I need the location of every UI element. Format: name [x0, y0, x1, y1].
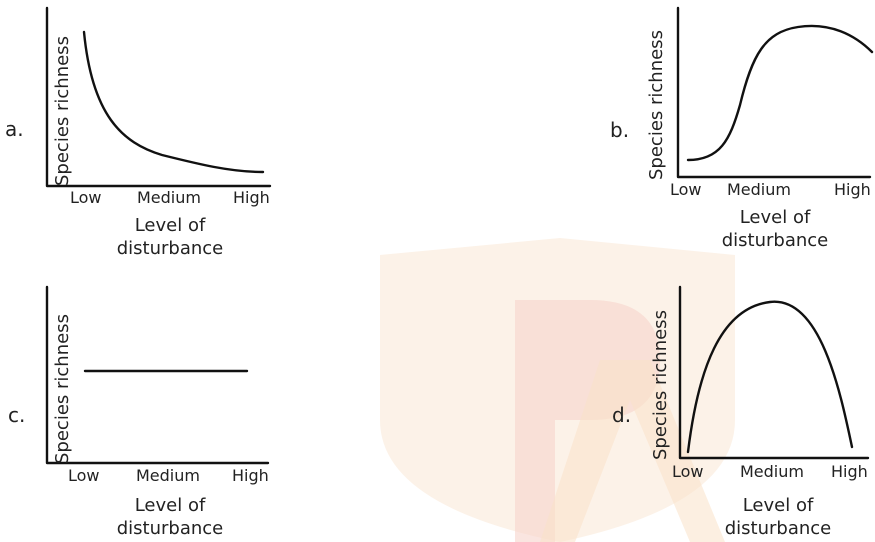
graph-b-curve: [686, 24, 874, 162]
panel-b-tick-low: Low: [670, 180, 702, 199]
panel-d-x-axis-label: Level of disturbance: [708, 494, 848, 540]
panel-c-x-axis-label: Level of disturbance: [100, 494, 240, 540]
panel-d-tick-low: Low: [672, 462, 704, 481]
graph-b-axes: [676, 6, 872, 179]
panel-c-tick-high: High: [232, 466, 269, 485]
graph-b: [676, 6, 874, 179]
panel-b-x-axis-label-line1: Level of: [739, 207, 811, 228]
panel-b-y-axis-label: Species richness: [646, 30, 667, 180]
panel-a-y-axis-label: Species richness: [52, 36, 73, 186]
panel-a-x-axis-label-line1: Level of: [134, 215, 206, 236]
panel-c-tick-low: Low: [68, 466, 100, 485]
panel-c-letter: c.: [8, 403, 26, 427]
panel-d-tick-medium: Medium: [740, 462, 804, 481]
panel-b-tick-medium: Medium: [727, 180, 791, 199]
panel-c-x-axis-label-line2: disturbance: [116, 518, 224, 539]
panel-c-tick-medium: Medium: [136, 466, 200, 485]
panel-a-tick-high: High: [233, 188, 270, 207]
panel-c-x-axis-label-line1: Level of: [134, 495, 206, 516]
panel-a-x-axis-label: Level of disturbance: [100, 214, 240, 260]
panel-b-letter: b.: [610, 118, 630, 142]
graph-a: [45, 6, 272, 188]
panel-a-letter: a.: [5, 117, 24, 141]
graph-d: [678, 285, 870, 460]
panel-a-tick-low: Low: [70, 188, 102, 207]
graph-d-curve: [686, 300, 854, 454]
panel-b-tick-high: High: [834, 180, 871, 199]
graph-d-axes: [678, 285, 870, 460]
panel-a-x-axis-label-line2: disturbance: [116, 238, 224, 259]
panel-d-letter: d.: [612, 403, 632, 427]
panel-d-y-axis-label: Species richness: [650, 310, 671, 460]
panel-b-x-axis-label: Level of disturbance: [705, 206, 845, 252]
graph-a-curve: [82, 30, 265, 174]
panel-c-y-axis-label: Species richness: [52, 314, 73, 464]
graph-c: [45, 285, 270, 465]
panel-d-x-axis-label-line1: Level of: [742, 495, 814, 516]
panel-d-x-axis-label-line2: disturbance: [724, 518, 832, 539]
panel-a-tick-medium: Medium: [137, 188, 201, 207]
graph-a-axes: [45, 6, 272, 188]
graph-c-axes: [45, 285, 270, 465]
panel-b-x-axis-label-line2: disturbance: [721, 230, 829, 251]
panel-d-tick-high: High: [831, 462, 868, 481]
